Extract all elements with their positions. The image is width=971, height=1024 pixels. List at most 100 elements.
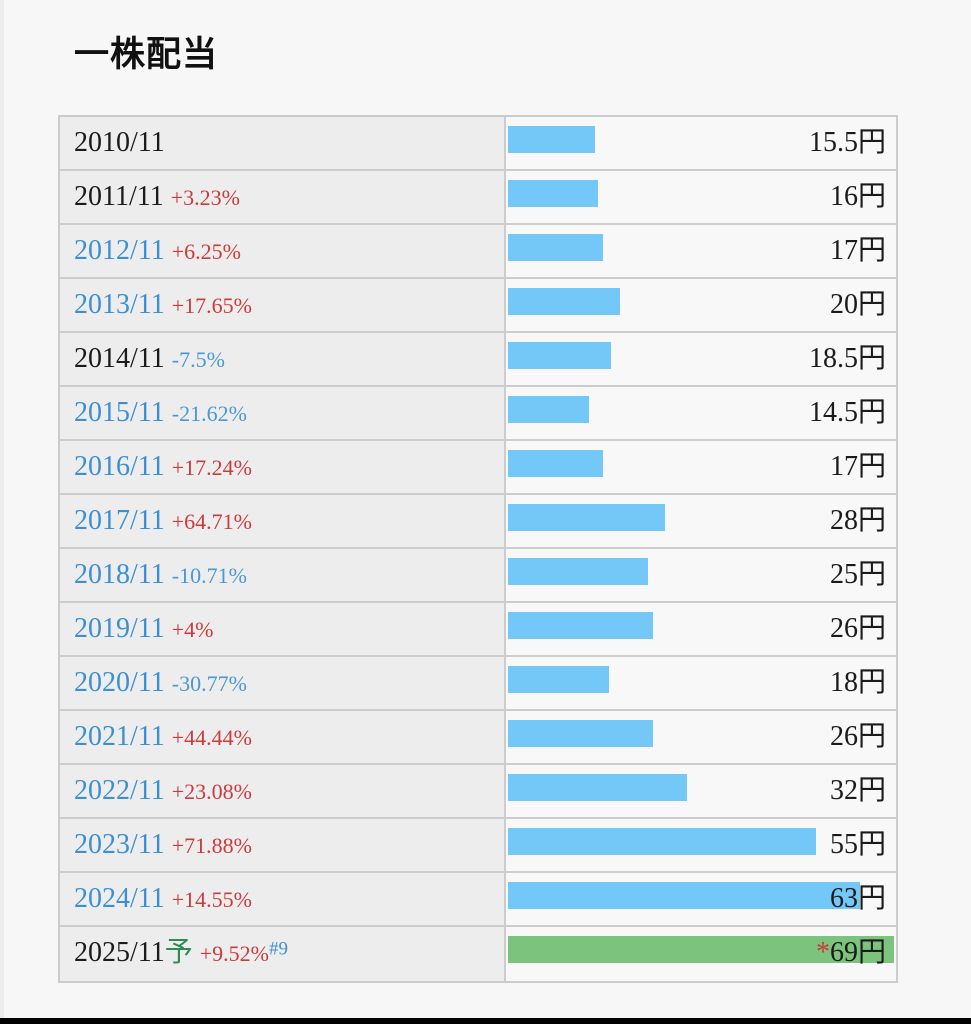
- table-row: 2011/11 +3.23% 16円: [60, 171, 896, 225]
- year-link[interactable]: 2012/11: [74, 235, 165, 266]
- year-cell: 2018/11 -10.71%: [60, 549, 506, 601]
- value-label: 15.5円: [808, 127, 886, 158]
- footnote-link[interactable]: #9: [269, 938, 288, 960]
- value-label: 55円: [829, 829, 886, 860]
- bar-cell: 55円: [506, 819, 896, 871]
- year-cell: 2024/11 +14.55%: [60, 873, 506, 925]
- year-cell: 2021/11 +44.44%: [60, 711, 506, 763]
- dividend-bar: [508, 180, 598, 207]
- pct-change: +14.55%: [171, 887, 252, 912]
- year-link[interactable]: 2022/11: [74, 775, 165, 806]
- table-row: 2023/11 +71.88% 55円: [60, 819, 896, 873]
- year-cell: 2010/11: [60, 117, 506, 169]
- pct-change: -21.62%: [171, 401, 247, 426]
- year-link[interactable]: 2015/11: [74, 397, 165, 428]
- year-cell: 2013/11 +17.65%: [60, 279, 506, 331]
- bar-cell: 28円: [506, 495, 896, 547]
- year-label: 2010/11: [74, 127, 165, 158]
- bar-cell: 63円: [506, 873, 896, 925]
- table-row: 2015/11 -21.62% 14.5円: [60, 387, 896, 441]
- year-label: 2011/11: [74, 181, 164, 212]
- value-label: 16円: [829, 181, 886, 212]
- pct-change: -7.5%: [171, 347, 225, 372]
- year-cell: 2015/11 -21.62%: [60, 387, 506, 439]
- value-label: 17円: [829, 451, 886, 482]
- dividend-bar: [508, 234, 604, 261]
- dividend-value: 55円: [830, 819, 886, 871]
- dividend-value: 16円: [830, 171, 886, 223]
- table-row: 2018/11 -10.71% 25円: [60, 549, 896, 603]
- pct-change: +17.65%: [171, 293, 252, 318]
- bar-cell: 18.5円: [506, 333, 896, 385]
- table-row: 2014/11 -7.5% 18.5円: [60, 333, 896, 387]
- value-asterisk: *: [815, 937, 830, 968]
- pct-change: +64.71%: [171, 509, 252, 534]
- dividend-value: 26円: [830, 711, 886, 763]
- table-row: 2021/11 +44.44% 26円: [60, 711, 896, 765]
- table-row: 2016/11 +17.24% 17円: [60, 441, 896, 495]
- bar-cell: 32円: [506, 765, 896, 817]
- year-cell: 2011/11 +3.23%: [60, 171, 506, 223]
- year-cell: 2019/11 +4%: [60, 603, 506, 655]
- dividend-value: 28円: [830, 495, 886, 547]
- year-link[interactable]: 2017/11: [74, 505, 165, 536]
- bar-cell: *69円: [506, 927, 896, 981]
- value-label: 63円: [829, 883, 886, 914]
- dividend-bar: [508, 666, 609, 693]
- table-row: 2017/11 +64.71% 28円: [60, 495, 896, 549]
- value-label: 17円: [829, 235, 886, 266]
- dividend-value: 26円: [830, 603, 886, 655]
- dividend-bar: [508, 882, 861, 909]
- year-cell: 2014/11 -7.5%: [60, 333, 506, 385]
- table-row: 2012/11 +6.25% 17円: [60, 225, 896, 279]
- dividend-value: 17円: [830, 441, 886, 493]
- dividend-bar: [508, 720, 654, 747]
- dividend-value: 25円: [830, 549, 886, 601]
- value-label: 18円: [829, 667, 886, 698]
- year-link[interactable]: 2023/11: [74, 829, 165, 860]
- dividend-value: 18円: [830, 657, 886, 709]
- bar-cell: 20円: [506, 279, 896, 331]
- year-link[interactable]: 2024/11: [74, 883, 165, 914]
- year-cell: 2016/11 +17.24%: [60, 441, 506, 493]
- year-link[interactable]: 2020/11: [74, 667, 165, 698]
- year-cell: 2017/11 +64.71%: [60, 495, 506, 547]
- pct-change: +17.24%: [171, 455, 252, 480]
- bar-cell: 18円: [506, 657, 896, 709]
- value-label: 18.5円: [808, 343, 886, 374]
- value-label: 28円: [829, 505, 886, 536]
- year-link[interactable]: 2013/11: [74, 289, 165, 320]
- value-label: 32円: [829, 775, 886, 806]
- bar-cell: 15.5円: [506, 117, 896, 169]
- pct-change: +9.52%: [199, 941, 269, 966]
- pct-change: +44.44%: [171, 725, 252, 750]
- year-cell: 2025/11予 +9.52%#9: [60, 927, 506, 981]
- value-label: 25円: [829, 559, 886, 590]
- year-link[interactable]: 2021/11: [74, 721, 165, 752]
- value-label: 14.5円: [808, 397, 886, 428]
- bar-cell: 26円: [506, 603, 896, 655]
- dividend-value: 32円: [830, 765, 886, 817]
- forecast-suffix: 予: [164, 937, 193, 968]
- table-row: 2019/11 +4% 26円: [60, 603, 896, 657]
- year-cell: 2023/11 +71.88%: [60, 819, 506, 871]
- table-row: 2010/11 15.5円: [60, 117, 896, 171]
- left-edge-strip: [0, 0, 4, 1024]
- year-cell: 2012/11 +6.25%: [60, 225, 506, 277]
- value-label: 69円: [829, 937, 886, 968]
- year-label: 2014/11: [74, 343, 165, 374]
- pct-change: +4%: [171, 617, 214, 642]
- dividend-bar-forecast: [508, 936, 894, 963]
- dividend-bar: [508, 450, 604, 477]
- year-link[interactable]: 2016/11: [74, 451, 165, 482]
- dividend-bar: [508, 126, 595, 153]
- dividend-value: 14.5円: [809, 387, 886, 439]
- bar-cell: 17円: [506, 225, 896, 277]
- year-link[interactable]: 2019/11: [74, 613, 165, 644]
- dividend-bar: [508, 828, 816, 855]
- dividend-table: 2010/11 15.5円 2011/11 +3.23% 16円 2012/11 +6.25…: [58, 115, 898, 983]
- year-link[interactable]: 2018/11: [74, 559, 165, 590]
- dividend-value: 18.5円: [809, 333, 886, 385]
- year-cell: 2022/11 +23.08%: [60, 765, 506, 817]
- table-row: 2025/11予 +9.52%#9 *69円: [60, 927, 896, 981]
